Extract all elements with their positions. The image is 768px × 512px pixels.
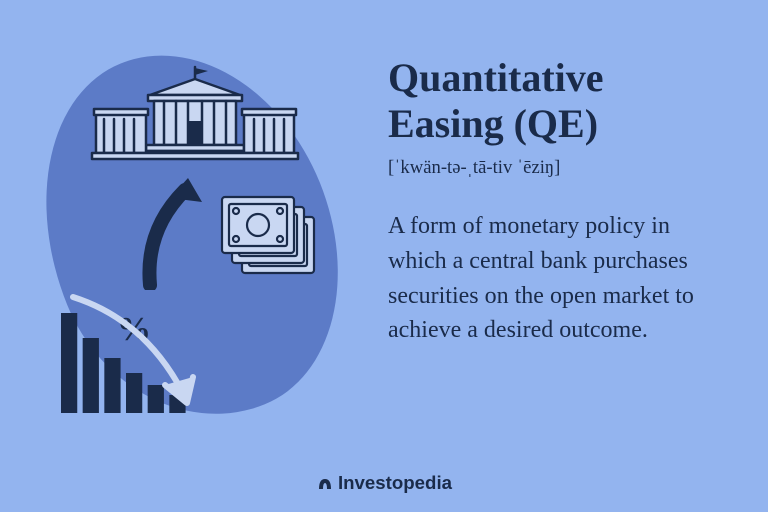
brand-logo-icon	[316, 474, 334, 492]
arrow-up-icon	[130, 170, 230, 290]
brand-footer: Investopedia	[0, 472, 768, 494]
definition: A form of monetary policy in which a cen…	[388, 209, 728, 348]
central-bank-icon	[90, 65, 300, 175]
securities-icon	[220, 195, 340, 295]
illustration: %	[0, 0, 380, 512]
term-title: Quantitative Easing (QE)	[388, 55, 728, 147]
brand-name: Investopedia	[338, 472, 452, 493]
declining-chart-icon: %	[55, 285, 205, 420]
pronunciation: [ˈkwän-tə-ˌtā-tiv ˈēziŋ]	[388, 157, 728, 179]
text-block: Quantitative Easing (QE) [ˈkwän-tə-ˌtā-t…	[388, 55, 728, 348]
infographic-canvas: % Quantitative Easing (QE) [ˈkwän-tə-ˌtā…	[0, 0, 768, 512]
